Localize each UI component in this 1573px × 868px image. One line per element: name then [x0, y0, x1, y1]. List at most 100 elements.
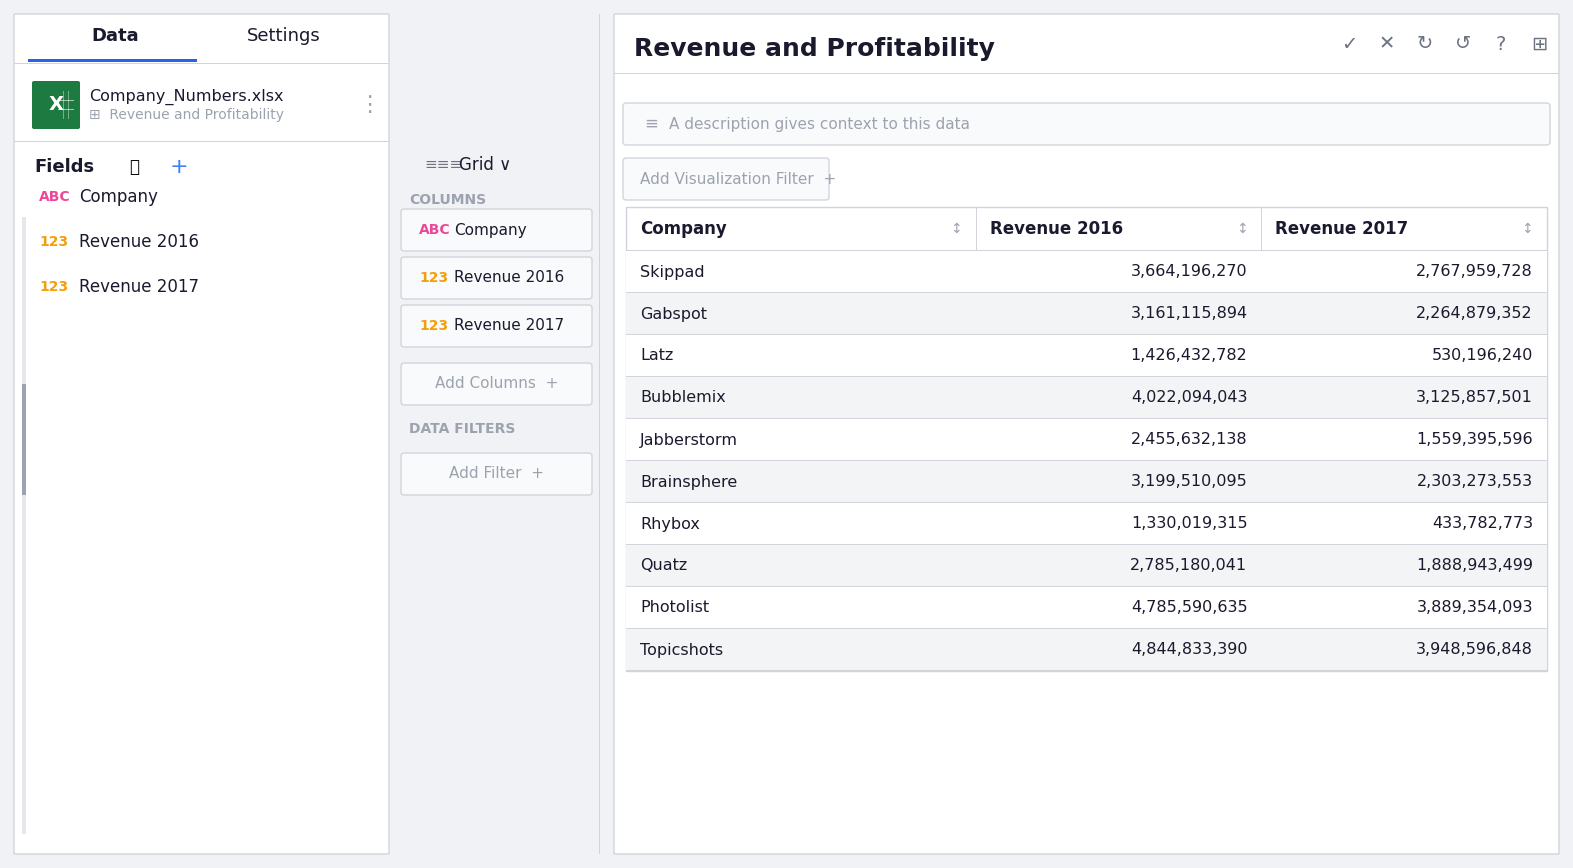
- Text: 123: 123: [418, 271, 448, 285]
- Bar: [626, 292, 1546, 293]
- Bar: [626, 629, 1546, 671]
- Text: Jabberstorm: Jabberstorm: [640, 432, 738, 448]
- Text: 🧠: 🧠: [129, 158, 138, 176]
- Text: Settings: Settings: [247, 27, 321, 45]
- Bar: [626, 334, 1546, 335]
- Bar: [626, 461, 1546, 503]
- Bar: [626, 460, 1546, 461]
- Text: 2,264,879,352: 2,264,879,352: [1416, 306, 1534, 321]
- Text: 3,664,196,270: 3,664,196,270: [1131, 265, 1247, 279]
- Text: 123: 123: [418, 319, 448, 333]
- Text: ↕: ↕: [1236, 222, 1247, 236]
- Text: 1,559,395,596: 1,559,395,596: [1416, 432, 1534, 448]
- Text: ⊞  Revenue and Profitability: ⊞ Revenue and Profitability: [90, 108, 285, 122]
- FancyBboxPatch shape: [14, 14, 389, 854]
- Text: ABC: ABC: [418, 223, 450, 237]
- Text: ✕: ✕: [1380, 35, 1395, 54]
- Text: Quatz: Quatz: [640, 558, 687, 574]
- Text: Company: Company: [79, 188, 157, 206]
- Text: 2,303,273,553: 2,303,273,553: [1417, 475, 1534, 490]
- Bar: [626, 293, 1546, 335]
- Text: X: X: [49, 95, 63, 115]
- Text: 2,767,959,728: 2,767,959,728: [1416, 265, 1534, 279]
- FancyBboxPatch shape: [623, 158, 829, 200]
- FancyBboxPatch shape: [31, 81, 80, 129]
- Text: ↺: ↺: [1455, 35, 1471, 54]
- FancyBboxPatch shape: [401, 305, 591, 347]
- FancyBboxPatch shape: [623, 103, 1549, 145]
- Text: Revenue 2017: Revenue 2017: [79, 278, 200, 296]
- Bar: [626, 587, 1546, 629]
- Text: 3,889,354,093: 3,889,354,093: [1417, 601, 1534, 615]
- Text: 1,330,019,315: 1,330,019,315: [1131, 516, 1247, 531]
- Bar: [626, 670, 1546, 671]
- Text: 123: 123: [39, 280, 68, 294]
- Text: ↻: ↻: [1417, 35, 1433, 54]
- Text: Topicshots: Topicshots: [640, 642, 724, 657]
- Text: Grid ∨: Grid ∨: [459, 156, 511, 174]
- Text: 1,888,943,499: 1,888,943,499: [1416, 558, 1534, 574]
- Bar: [626, 335, 1546, 377]
- Bar: [626, 586, 1546, 587]
- Text: ↕: ↕: [1521, 222, 1532, 236]
- Text: ⋮: ⋮: [359, 95, 381, 115]
- Text: Add Columns  +: Add Columns +: [434, 377, 558, 391]
- Text: 4,844,833,390: 4,844,833,390: [1131, 642, 1247, 657]
- Text: Company: Company: [640, 220, 727, 238]
- Text: 1,426,432,782: 1,426,432,782: [1131, 348, 1247, 364]
- Text: ABC: ABC: [39, 190, 71, 204]
- Bar: [626, 502, 1546, 503]
- Text: Revenue 2016: Revenue 2016: [989, 220, 1123, 238]
- Text: Skippad: Skippad: [640, 265, 705, 279]
- Bar: [58, 100, 74, 101]
- Text: ↕: ↕: [950, 222, 961, 236]
- Bar: [14, 141, 389, 142]
- Bar: [626, 418, 1546, 419]
- FancyBboxPatch shape: [613, 14, 1559, 854]
- Text: Data: Data: [91, 27, 138, 45]
- Bar: [626, 544, 1546, 545]
- Text: Brainsphere: Brainsphere: [640, 475, 738, 490]
- Text: Revenue 2017: Revenue 2017: [1276, 220, 1409, 238]
- Text: 123: 123: [39, 235, 68, 249]
- Text: Revenue 2016: Revenue 2016: [455, 271, 565, 286]
- Text: Add Filter  +: Add Filter +: [448, 466, 544, 482]
- Text: Add Visualization Filter  +: Add Visualization Filter +: [640, 172, 837, 187]
- Text: Latz: Latz: [640, 348, 673, 364]
- FancyBboxPatch shape: [401, 257, 591, 299]
- Bar: [28, 59, 197, 62]
- Bar: [626, 377, 1546, 419]
- Text: Bubblemix: Bubblemix: [640, 391, 725, 405]
- Text: 2,455,632,138: 2,455,632,138: [1131, 432, 1247, 448]
- Bar: [626, 545, 1546, 587]
- Bar: [626, 419, 1546, 461]
- Text: ⊞: ⊞: [1531, 35, 1548, 54]
- Text: ✓: ✓: [1340, 35, 1357, 54]
- Text: ≡≡≡: ≡≡≡: [425, 157, 462, 173]
- Text: Gabspot: Gabspot: [640, 306, 706, 321]
- Text: 3,161,115,894: 3,161,115,894: [1131, 306, 1247, 321]
- Text: 3,948,596,848: 3,948,596,848: [1416, 642, 1534, 657]
- Text: A description gives context to this data: A description gives context to this data: [669, 116, 971, 131]
- FancyBboxPatch shape: [401, 209, 591, 251]
- Text: Revenue 2017: Revenue 2017: [455, 319, 565, 333]
- Text: Company: Company: [455, 222, 527, 238]
- Text: Rhybox: Rhybox: [640, 516, 700, 531]
- Text: Photolist: Photolist: [640, 601, 709, 615]
- Bar: [626, 628, 1546, 629]
- Text: ?: ?: [1496, 35, 1507, 54]
- Bar: [626, 207, 1546, 671]
- Bar: [14, 63, 389, 64]
- Bar: [22, 217, 27, 834]
- Text: 2,785,180,041: 2,785,180,041: [1131, 558, 1247, 574]
- Bar: [626, 251, 1546, 293]
- Text: 433,782,773: 433,782,773: [1431, 516, 1534, 531]
- Bar: [22, 384, 27, 495]
- Text: 3,125,857,501: 3,125,857,501: [1416, 391, 1534, 405]
- Text: Fields: Fields: [35, 158, 94, 176]
- Text: 4,022,094,043: 4,022,094,043: [1131, 391, 1247, 405]
- Text: ≡: ≡: [643, 115, 658, 133]
- Text: Company_Numbers.xlsx: Company_Numbers.xlsx: [90, 89, 283, 105]
- FancyBboxPatch shape: [401, 453, 591, 495]
- Text: 3,199,510,095: 3,199,510,095: [1131, 475, 1247, 490]
